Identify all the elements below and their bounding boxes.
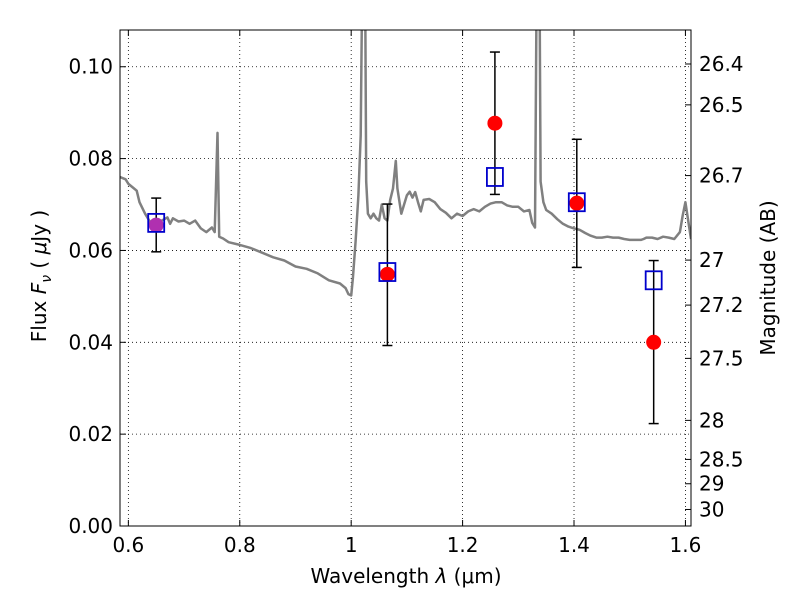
y-axis-label: Flux Fν ( μJy ) (27, 210, 55, 342)
y2-tick-label: 27.2 (699, 293, 744, 317)
plot-frame (119, 29, 692, 527)
x-tick-label: 1.4 (558, 533, 590, 557)
y2-tick-label: 27.5 (699, 346, 744, 370)
observed-point (148, 217, 164, 233)
x-axis-label: Wavelength λ (μm) (310, 564, 501, 588)
x-tick-label: 1.2 (447, 533, 479, 557)
x-tick-label: 1.6 (670, 533, 702, 557)
grid-layer (120, 30, 691, 526)
y-tick-label: 0.06 (68, 238, 113, 262)
y2-tick-label: 26.5 (699, 93, 744, 117)
y2-tick-label: 30 (699, 497, 724, 521)
model-square (644, 270, 663, 291)
spectrum-line (120, 30, 691, 297)
observed-point (569, 195, 585, 211)
right-axis-label: Magnitude (AB) (756, 200, 780, 355)
y-tick-label: 0.04 (68, 330, 113, 354)
y-tick-label: 0.08 (68, 147, 113, 171)
y2-tick-label: 26.7 (699, 164, 744, 188)
y-tick-label: 0.10 (68, 55, 113, 79)
y-tick-label: 0.00 (68, 514, 113, 538)
x-tick-label: 0.8 (224, 533, 256, 557)
y2-tick-label: 26.4 (699, 52, 744, 76)
model-square (147, 212, 166, 233)
x-tick-label: 1 (345, 533, 358, 557)
y2-tick-label: 27 (699, 248, 724, 272)
y-tick-label: 0.02 (68, 422, 113, 446)
observed-point (487, 115, 503, 131)
x-tick-label: 0.6 (112, 533, 144, 557)
y2-tick-label: 28 (699, 408, 724, 432)
y2-tick-label: 28.5 (699, 447, 744, 471)
observed-point (379, 266, 395, 282)
model-square (567, 192, 586, 213)
data-layer (120, 30, 691, 425)
model-square (378, 262, 397, 282)
tick-layer: 0.6 0.8 1 1.2 1.4 1.6 0.00 0.02 0.04 0.06 0.08 0.10… (68, 30, 744, 557)
model-square (486, 167, 504, 187)
observed-point (646, 334, 662, 350)
y2-tick-label: 29 (699, 472, 724, 496)
